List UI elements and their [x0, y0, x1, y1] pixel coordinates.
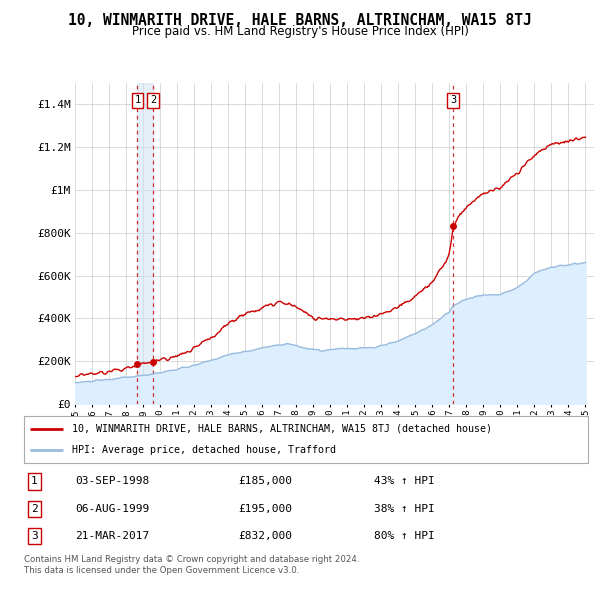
Text: Price paid vs. HM Land Registry's House Price Index (HPI): Price paid vs. HM Land Registry's House … — [131, 25, 469, 38]
Text: 1: 1 — [134, 96, 140, 105]
Text: 06-AUG-1999: 06-AUG-1999 — [75, 504, 149, 514]
Text: This data is licensed under the Open Government Licence v3.0.: This data is licensed under the Open Gov… — [24, 566, 299, 575]
Text: 2: 2 — [150, 96, 156, 105]
Text: £195,000: £195,000 — [238, 504, 292, 514]
Text: 3: 3 — [31, 531, 38, 541]
Text: HPI: Average price, detached house, Trafford: HPI: Average price, detached house, Traf… — [72, 445, 336, 455]
Text: 10, WINMARITH DRIVE, HALE BARNS, ALTRINCHAM, WA15 8TJ (detached house): 10, WINMARITH DRIVE, HALE BARNS, ALTRINC… — [72, 424, 492, 434]
Text: 2: 2 — [31, 504, 38, 514]
Text: 1: 1 — [31, 477, 38, 487]
FancyBboxPatch shape — [24, 416, 588, 463]
Text: 38% ↑ HPI: 38% ↑ HPI — [374, 504, 434, 514]
Text: 80% ↑ HPI: 80% ↑ HPI — [374, 531, 434, 541]
Text: 21-MAR-2017: 21-MAR-2017 — [75, 531, 149, 541]
Text: 43% ↑ HPI: 43% ↑ HPI — [374, 477, 434, 487]
Text: £832,000: £832,000 — [238, 531, 292, 541]
Text: 3: 3 — [450, 96, 456, 105]
Text: 03-SEP-1998: 03-SEP-1998 — [75, 477, 149, 487]
Text: 10, WINMARITH DRIVE, HALE BARNS, ALTRINCHAM, WA15 8TJ: 10, WINMARITH DRIVE, HALE BARNS, ALTRINC… — [68, 13, 532, 28]
Text: £185,000: £185,000 — [238, 477, 292, 487]
Text: Contains HM Land Registry data © Crown copyright and database right 2024.: Contains HM Land Registry data © Crown c… — [24, 555, 359, 563]
Bar — [137, 83, 153, 404]
